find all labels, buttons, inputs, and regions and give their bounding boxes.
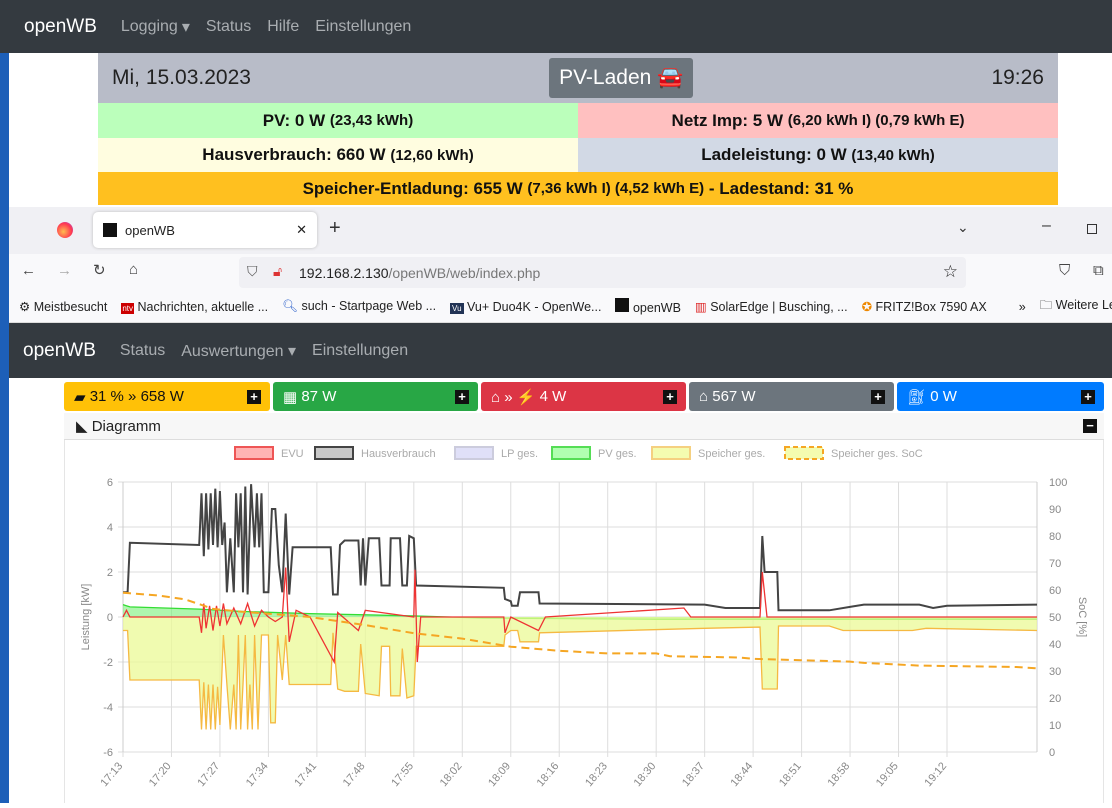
nav-status[interactable]: Status: [119, 341, 166, 359]
bookmark-vu[interactable]: Vu Vu+ Duo4K - OpenWe...: [450, 299, 602, 314]
bookmark-startpage[interactable]: 🔍︎ such - Startpage Web ...: [282, 299, 437, 313]
bookmark-meistbesucht[interactable]: ⚙ Meistbesucht: [19, 300, 108, 314]
pocket-icon[interactable]: ⛉: [1059, 262, 1071, 279]
tab-list-icon[interactable]: ⌄: [957, 219, 969, 235]
app-navbar: openWB Status Auswertungen ▾ Einstellung…: [9, 323, 1112, 378]
date: Mi, 15.03.2023: [112, 66, 251, 89]
extensions-icon[interactable]: ⧉: [1093, 262, 1104, 279]
reload-icon[interactable]: ↻: [93, 262, 106, 279]
close-tab-icon[interactable]: ✕: [296, 222, 307, 237]
url-bar[interactable]: ⛉ 🔓︎ 192.168.2.130/openWB/web/index.php …: [239, 257, 966, 288]
bookmark-openwb[interactable]: openWB: [615, 298, 681, 315]
bookmarks-bar: ⚙ Meistbesucht ntv Nachrichten, aktuelle…: [9, 291, 1112, 323]
background-navbar: openWB Logging ▾ Status Hilfe Einstellung…: [0, 0, 1112, 53]
firefox-icon: [57, 222, 73, 238]
bookmark-fritzbox[interactable]: ✪ FRITZ!Box 7590 AX: [861, 300, 987, 314]
brand[interactable]: openWB: [24, 15, 97, 37]
nav-auswertungen[interactable]: Auswertungen ▾: [181, 342, 297, 360]
mode-button[interactable]: PV-Laden 🚘: [549, 58, 694, 98]
insecure-lock-icon: 🔓︎: [273, 263, 283, 279]
nav-status[interactable]: Status: [205, 17, 252, 35]
desktop-background: [0, 0, 9, 803]
maximize-icon[interactable]: [1087, 224, 1097, 234]
bookmark-ntv[interactable]: ntv Nachrichten, aktuelle ...: [121, 299, 269, 314]
speicher-status: Speicher-Entladung: 655 W (7,36 kWh I) (…: [302, 178, 854, 198]
minimize-icon[interactable]: –: [1042, 217, 1051, 234]
new-tab-icon[interactable]: +: [329, 217, 341, 239]
forward-icon[interactable]: →: [57, 262, 72, 279]
app-brand[interactable]: openWB: [23, 339, 96, 361]
pv-status: PV: 0 W (23,43 kWh): [98, 103, 578, 138]
car-icon: 🚘: [657, 66, 684, 89]
lade-status: Ladeleistung: 0 W (13,40 kWh): [578, 138, 1058, 172]
browser-window: openWB ✕ + ⌄ – ← → ↻ ⌂ ⛉ 🔓︎ 192.168.2.130…: [9, 207, 1112, 803]
nav-hilfe[interactable]: Hilfe: [267, 17, 300, 35]
netz-status: Netz Imp: 5 W (6,20 kWh I) (0,79 kWh E): [578, 103, 1058, 138]
status-panel: Mi, 15.03.2023 PV-Laden 🚘 19:26 PV: 0 W …: [98, 53, 1058, 205]
bookmark-star-icon[interactable]: ☆: [942, 262, 958, 281]
nav-einstellungen[interactable]: Einstellungen: [315, 17, 412, 35]
nav-einstellungen[interactable]: Einstellungen: [312, 341, 409, 359]
back-icon[interactable]: ←: [21, 262, 36, 279]
bookmark-folder-weitere[interactable]: 🗀 Weitere Lese: [1039, 298, 1112, 312]
openwb-favicon: [103, 223, 117, 237]
nav-logging[interactable]: Logging: [120, 17, 178, 35]
bookmark-solaredge[interactable]: ▥ SolarEdge | Busching, ...: [694, 300, 848, 314]
browser-tab[interactable]: openWB ✕: [93, 212, 317, 248]
chevron-down-icon: ▾: [181, 18, 190, 36]
more-bookmarks-icon[interactable]: »: [1018, 299, 1026, 314]
home-icon[interactable]: ⌂: [129, 261, 139, 278]
shield-icon: ⛉: [247, 263, 258, 279]
haus-status: Hausverbrauch: 660 W (12,60 kWh): [98, 138, 578, 172]
time: 19:26: [991, 66, 1044, 89]
